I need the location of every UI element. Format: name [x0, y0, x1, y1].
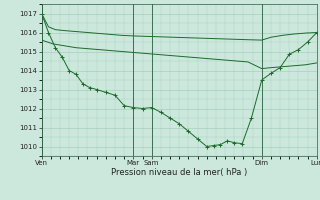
X-axis label: Pression niveau de la mer( hPa ): Pression niveau de la mer( hPa ): [111, 168, 247, 177]
